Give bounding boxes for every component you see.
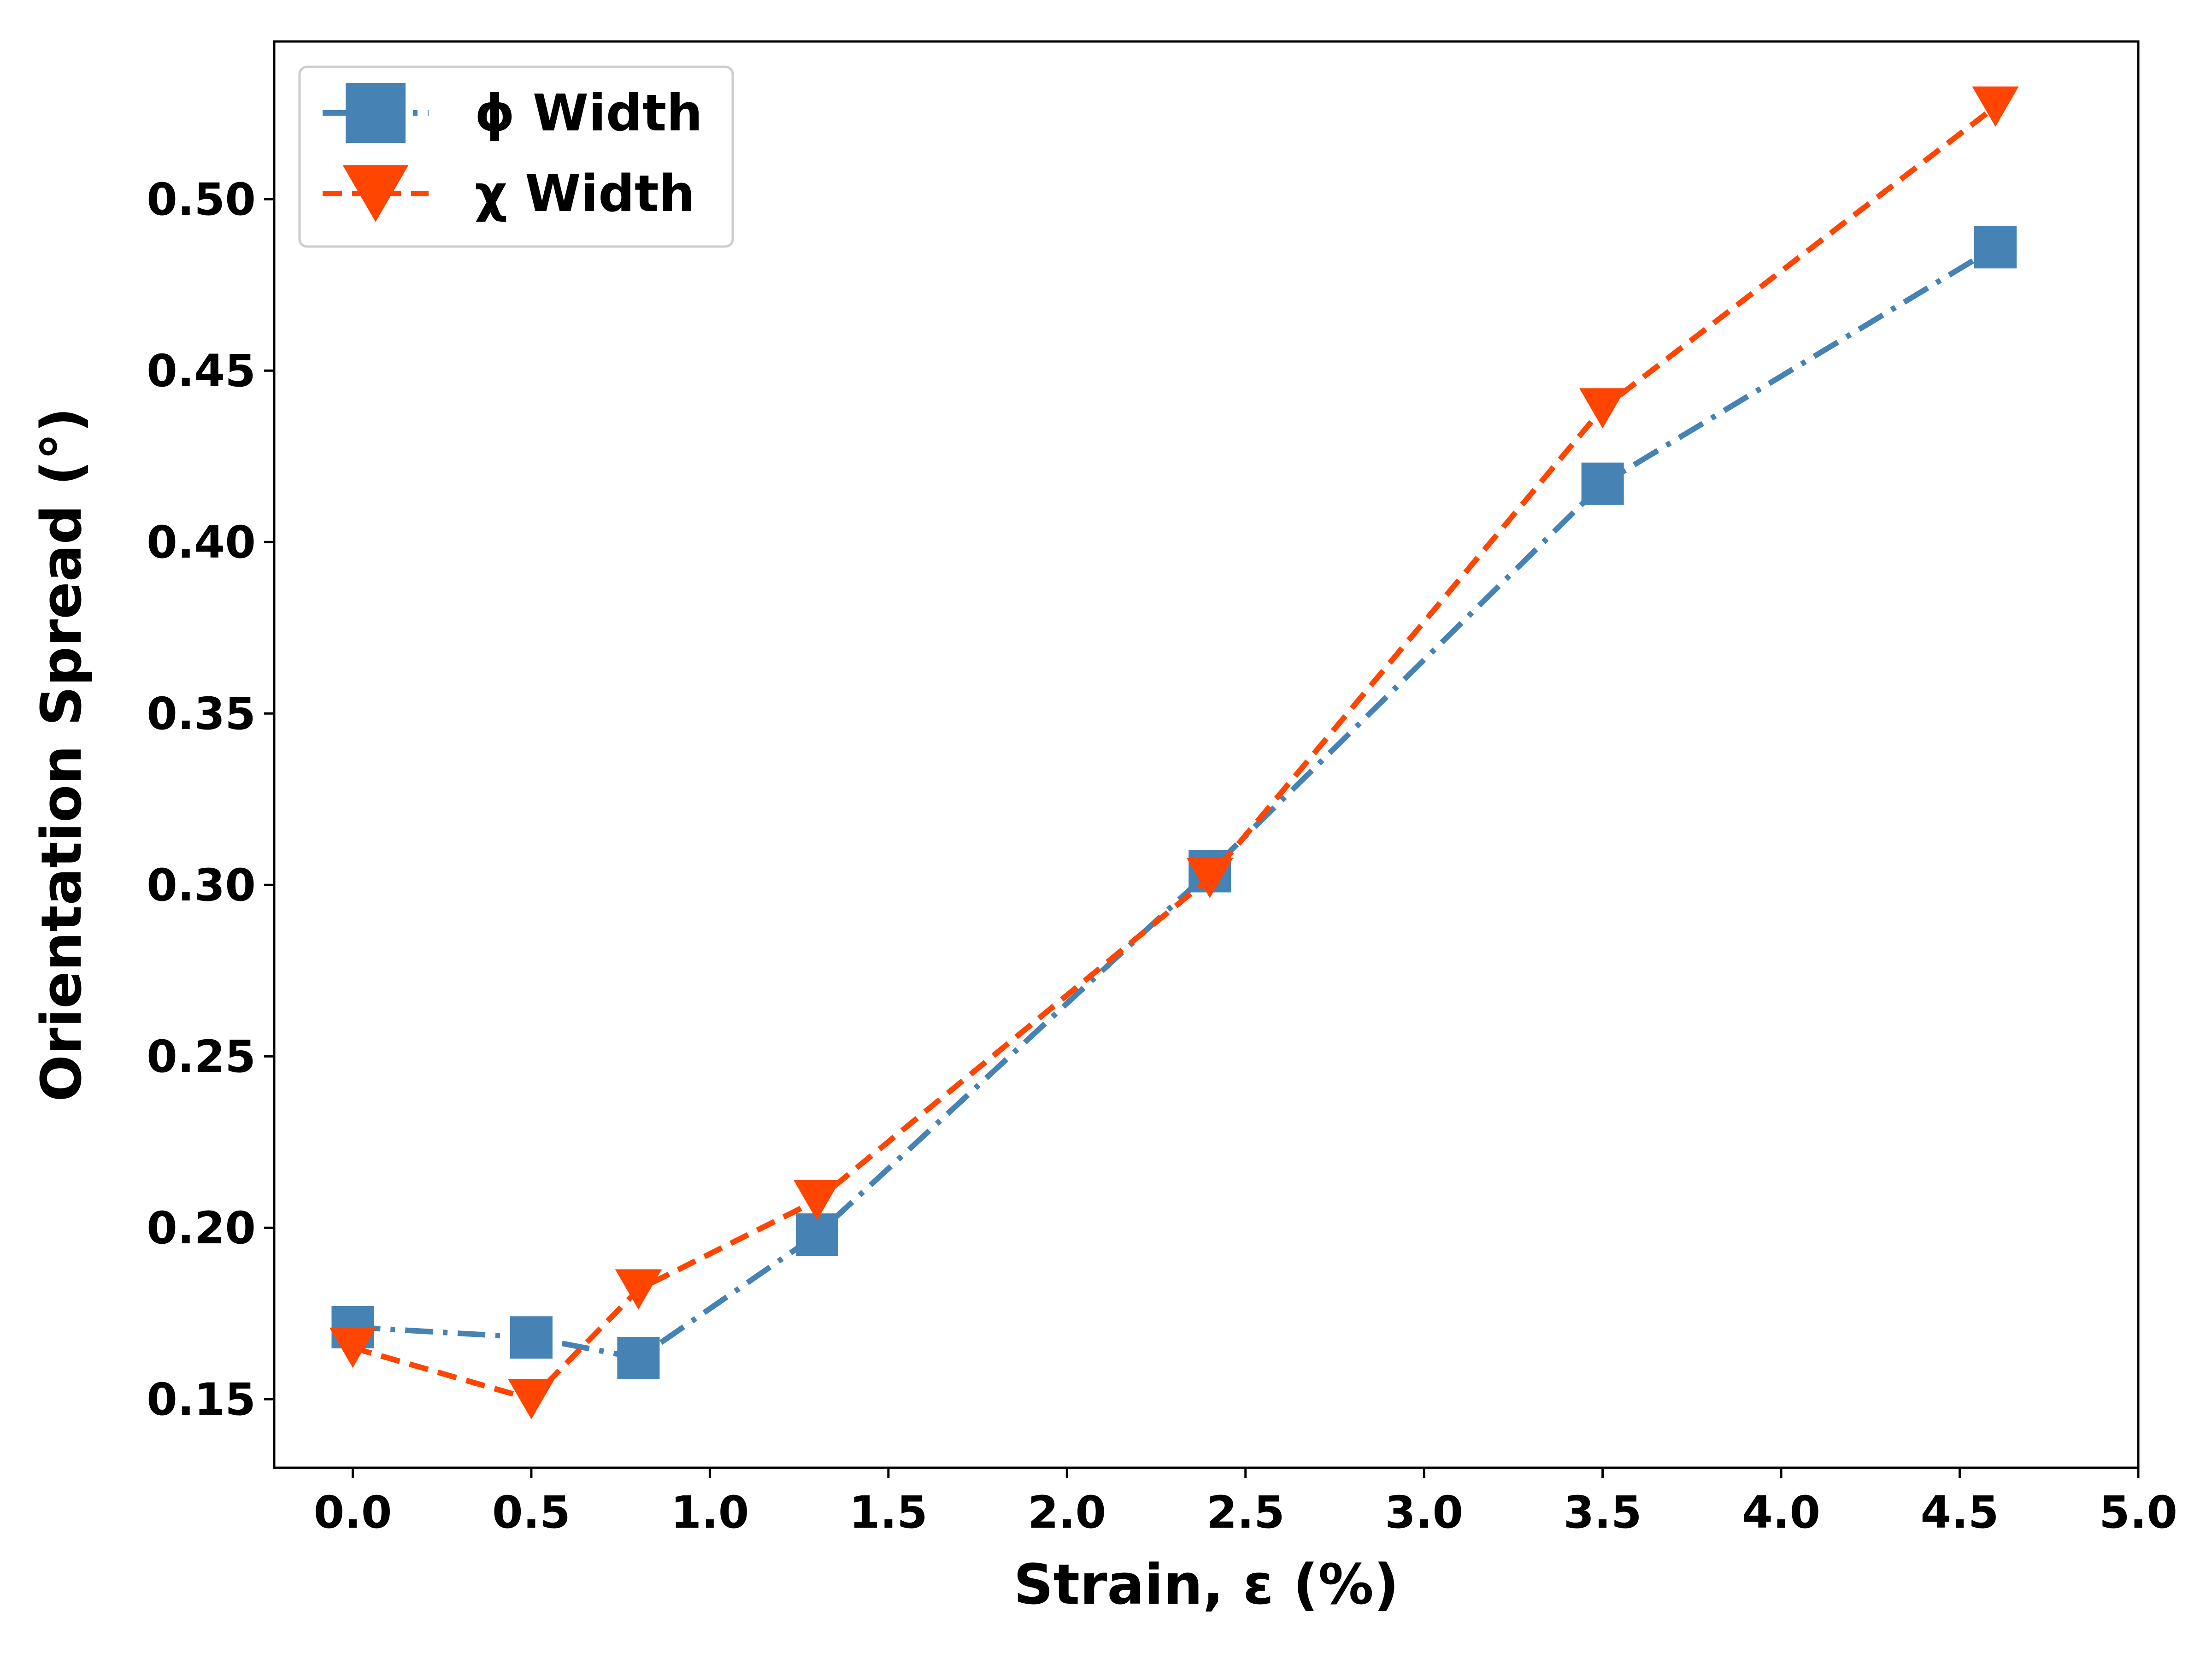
x-tick-label: 1.0 <box>671 1487 749 1538</box>
x-tick-label: 3.0 <box>1385 1487 1463 1538</box>
y-tick-label: 0.50 <box>147 174 256 225</box>
x-tick-label: 4.5 <box>1921 1487 1999 1538</box>
data-point <box>615 1269 662 1310</box>
data-point <box>1972 86 2019 127</box>
y-axis-title: Orientation Spread (°) <box>30 407 94 1102</box>
plot-frame <box>273 40 2140 1469</box>
data-point <box>510 1316 553 1359</box>
series-2 <box>329 86 2019 1419</box>
y-tick-label: 0.15 <box>147 1374 256 1425</box>
x-tick-label: 2.5 <box>1206 1487 1285 1538</box>
y-tick-label: 0.30 <box>147 859 256 911</box>
data-point <box>1579 388 1626 429</box>
y-tick-label: 0.25 <box>147 1031 256 1082</box>
data-point <box>1186 858 1233 899</box>
x-tick-label: 0.0 <box>313 1487 392 1538</box>
legend-item: χ Width <box>323 164 695 223</box>
legend-marker <box>342 165 409 222</box>
data-point <box>508 1379 555 1419</box>
legend-box <box>298 65 734 248</box>
y-tick-label: 0.35 <box>147 688 256 740</box>
y-tick-label: 0.45 <box>147 345 256 397</box>
y-axis: 0.15 0.20 0.25 0.30 0.35 0.40 0.45 0.50 <box>147 174 274 1425</box>
data-point <box>329 1327 377 1368</box>
series-1 <box>331 226 2017 1379</box>
x-tick-label: 5.0 <box>2099 1487 2177 1538</box>
y-tick-label: 0.40 <box>147 517 256 568</box>
x-tick-label: 1.5 <box>849 1487 928 1538</box>
x-tick-label: 3.5 <box>1564 1487 1642 1538</box>
x-tick-label: 4.0 <box>1742 1487 1820 1538</box>
x-tick-label: 2.0 <box>1028 1487 1106 1538</box>
x-tick-label: 0.5 <box>492 1487 571 1538</box>
legend-item: ϕ Width <box>323 83 703 143</box>
x-axis: 0.0 0.5 1.0 1.5 2.0 2.5 3.0 3.5 4.0 4.5 5.0 <box>313 1468 2177 1538</box>
legend-label: χ Width <box>475 164 695 223</box>
series-layer <box>329 86 2019 1419</box>
data-point <box>1974 226 2017 269</box>
data-point <box>1581 462 1624 505</box>
legend: ϕ Width χ Width <box>298 65 734 248</box>
legend-marker <box>346 83 406 143</box>
data-point <box>795 1213 838 1256</box>
data-point <box>617 1336 660 1379</box>
data-point <box>794 1180 841 1221</box>
x-axis-title: Strain, ε (%) <box>1013 1553 1399 1617</box>
y-tick-label: 0.20 <box>147 1202 256 1254</box>
legend-label: ϕ Width <box>475 83 703 142</box>
